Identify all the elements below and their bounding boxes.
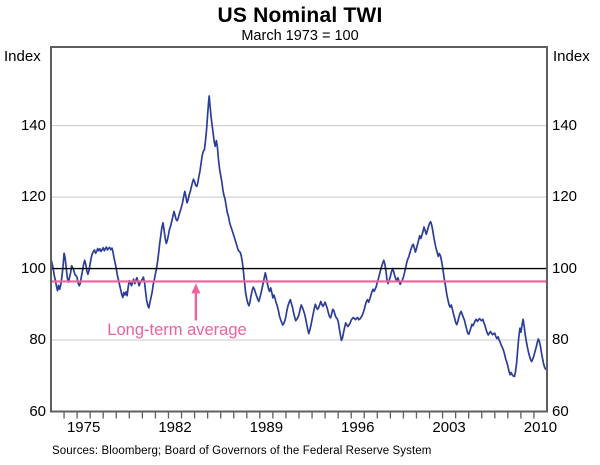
y-tick-label-right-120: 120 — [552, 188, 578, 206]
chart-title: US Nominal TWI — [217, 4, 383, 27]
x-tick-label-1996: 1996 — [341, 419, 375, 436]
y-tick-label-left-100: 100 — [20, 259, 46, 277]
y-tick-label-left-80: 80 — [29, 331, 46, 349]
left-axis-unit-label: Index — [4, 48, 41, 65]
y-tick-label-right-100: 100 — [552, 259, 578, 277]
source-note: Sources: Bloomberg; Board of Governors o… — [52, 445, 432, 457]
x-tick-label-2003: 2003 — [432, 419, 466, 436]
y-tick-label-right-140: 140 — [552, 116, 578, 134]
x-tick-label-1989: 1989 — [249, 419, 284, 436]
x-tick-label-2010: 2010 — [523, 419, 558, 436]
y-tick-label-left-60: 60 — [29, 402, 46, 420]
y-tick-label-left-120: 120 — [20, 188, 46, 206]
plot-frame — [50, 46, 548, 413]
chart-subtitle: March 1973 = 100 — [241, 28, 359, 44]
long-term-average-arrow-head — [191, 283, 201, 294]
series-line — [50, 95, 547, 378]
y-tick-label-right-60: 60 — [552, 402, 569, 420]
right-axis-unit-label: Index — [553, 48, 590, 65]
long-term-average-label: Long-term average — [107, 321, 247, 339]
y-tick-label-left-140: 140 — [20, 116, 46, 134]
x-tick-label-1975: 1975 — [66, 419, 101, 436]
x-tick-label-1982: 1982 — [158, 419, 192, 436]
y-tick-label-right-80: 80 — [552, 331, 569, 349]
